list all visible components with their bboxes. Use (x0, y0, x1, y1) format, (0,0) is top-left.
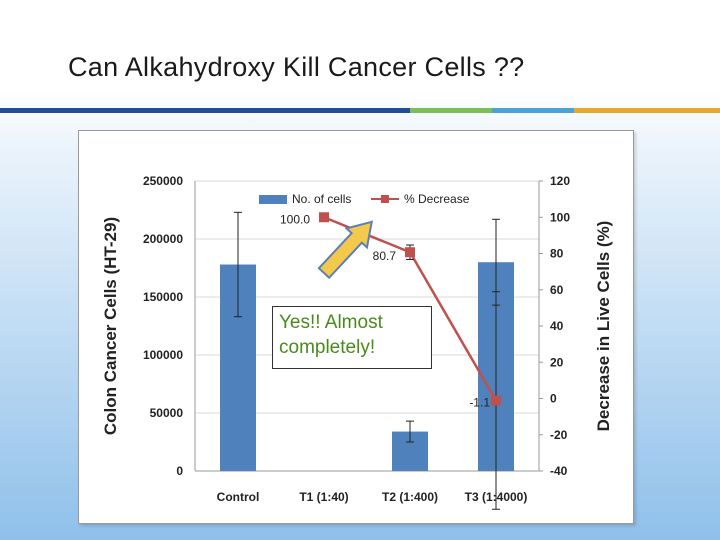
y-axis-right-title: Decrease in Live Cells (%) (594, 221, 613, 432)
y2-tick-label: 40 (550, 319, 564, 333)
title-bar-segment (410, 108, 492, 113)
legend-label-decrease: % Decrease (404, 192, 470, 206)
data-label: -1.1 (469, 395, 490, 409)
line-marker (405, 247, 415, 258)
y2-tick-label: 20 (550, 355, 564, 369)
y-axis-right-ticks: -40 -20 0 20 40 60 80 100 120 (539, 174, 570, 478)
y2-tick-label: 0 (550, 392, 557, 406)
y-axis-left-title: Colon Cancer Cells (HT-29) (101, 217, 120, 435)
y-tick-label: 150000 (143, 290, 183, 304)
y-tick-label: 200000 (143, 232, 183, 246)
callout-arrow (317, 220, 374, 280)
y2-tick-label: 120 (550, 174, 570, 188)
y-tick-label: 0 (176, 464, 183, 478)
x-axis-ticks: Control T1 (1:40) T2 (1:400) T3 (1:4000) (217, 490, 528, 504)
title-bar-segment (492, 108, 574, 113)
slide-title: Can Alkahydroxy Kill Cancer Cells ?? (68, 52, 525, 82)
callout-line-1: Yes!! Almost (279, 312, 383, 333)
callout-box: Yes!! Almost completely! (272, 306, 432, 369)
data-label: 100.0 (280, 212, 310, 226)
arrow-icon (317, 220, 374, 280)
x-tick-label: Control (217, 490, 260, 504)
y2-tick-label: -40 (550, 464, 568, 478)
x-tick-label: T2 (1:400) (382, 490, 438, 504)
x-tick-label: T1 (1:40) (299, 490, 348, 504)
y2-tick-label: 60 (550, 283, 564, 297)
callout-line-2: completely! (279, 337, 376, 358)
y-tick-label: 100000 (143, 348, 183, 362)
y-tick-label: 250000 (143, 174, 183, 188)
legend: No. of cells % Decrease (259, 192, 470, 206)
y2-tick-label: 100 (550, 210, 570, 224)
y2-tick-label: -20 (550, 428, 568, 442)
y-tick-label: 50000 (150, 406, 184, 420)
legend-swatch-cells (259, 195, 287, 204)
data-label: 80.7 (373, 249, 397, 263)
legend-swatch-decrease-marker (381, 195, 389, 203)
title-bar-segment (574, 108, 720, 113)
line-marker (319, 212, 329, 223)
chart-panel: 100.0 80.7 -1.1 0 50000 100000 150000 200000 25… (78, 130, 634, 524)
line-marker (491, 395, 501, 406)
y2-tick-label: 80 (550, 247, 564, 261)
legend-label-cells: No. of cells (292, 192, 351, 206)
title-accent-bar (0, 108, 720, 113)
y-axis-left-ticks: 0 50000 100000 150000 200000 250000 (143, 174, 183, 478)
title-bar-segment (0, 108, 410, 113)
x-tick-label: T3 (1:4000) (465, 490, 528, 504)
chart-svg: 100.0 80.7 -1.1 0 50000 100000 150000 200000 25… (101, 174, 613, 510)
